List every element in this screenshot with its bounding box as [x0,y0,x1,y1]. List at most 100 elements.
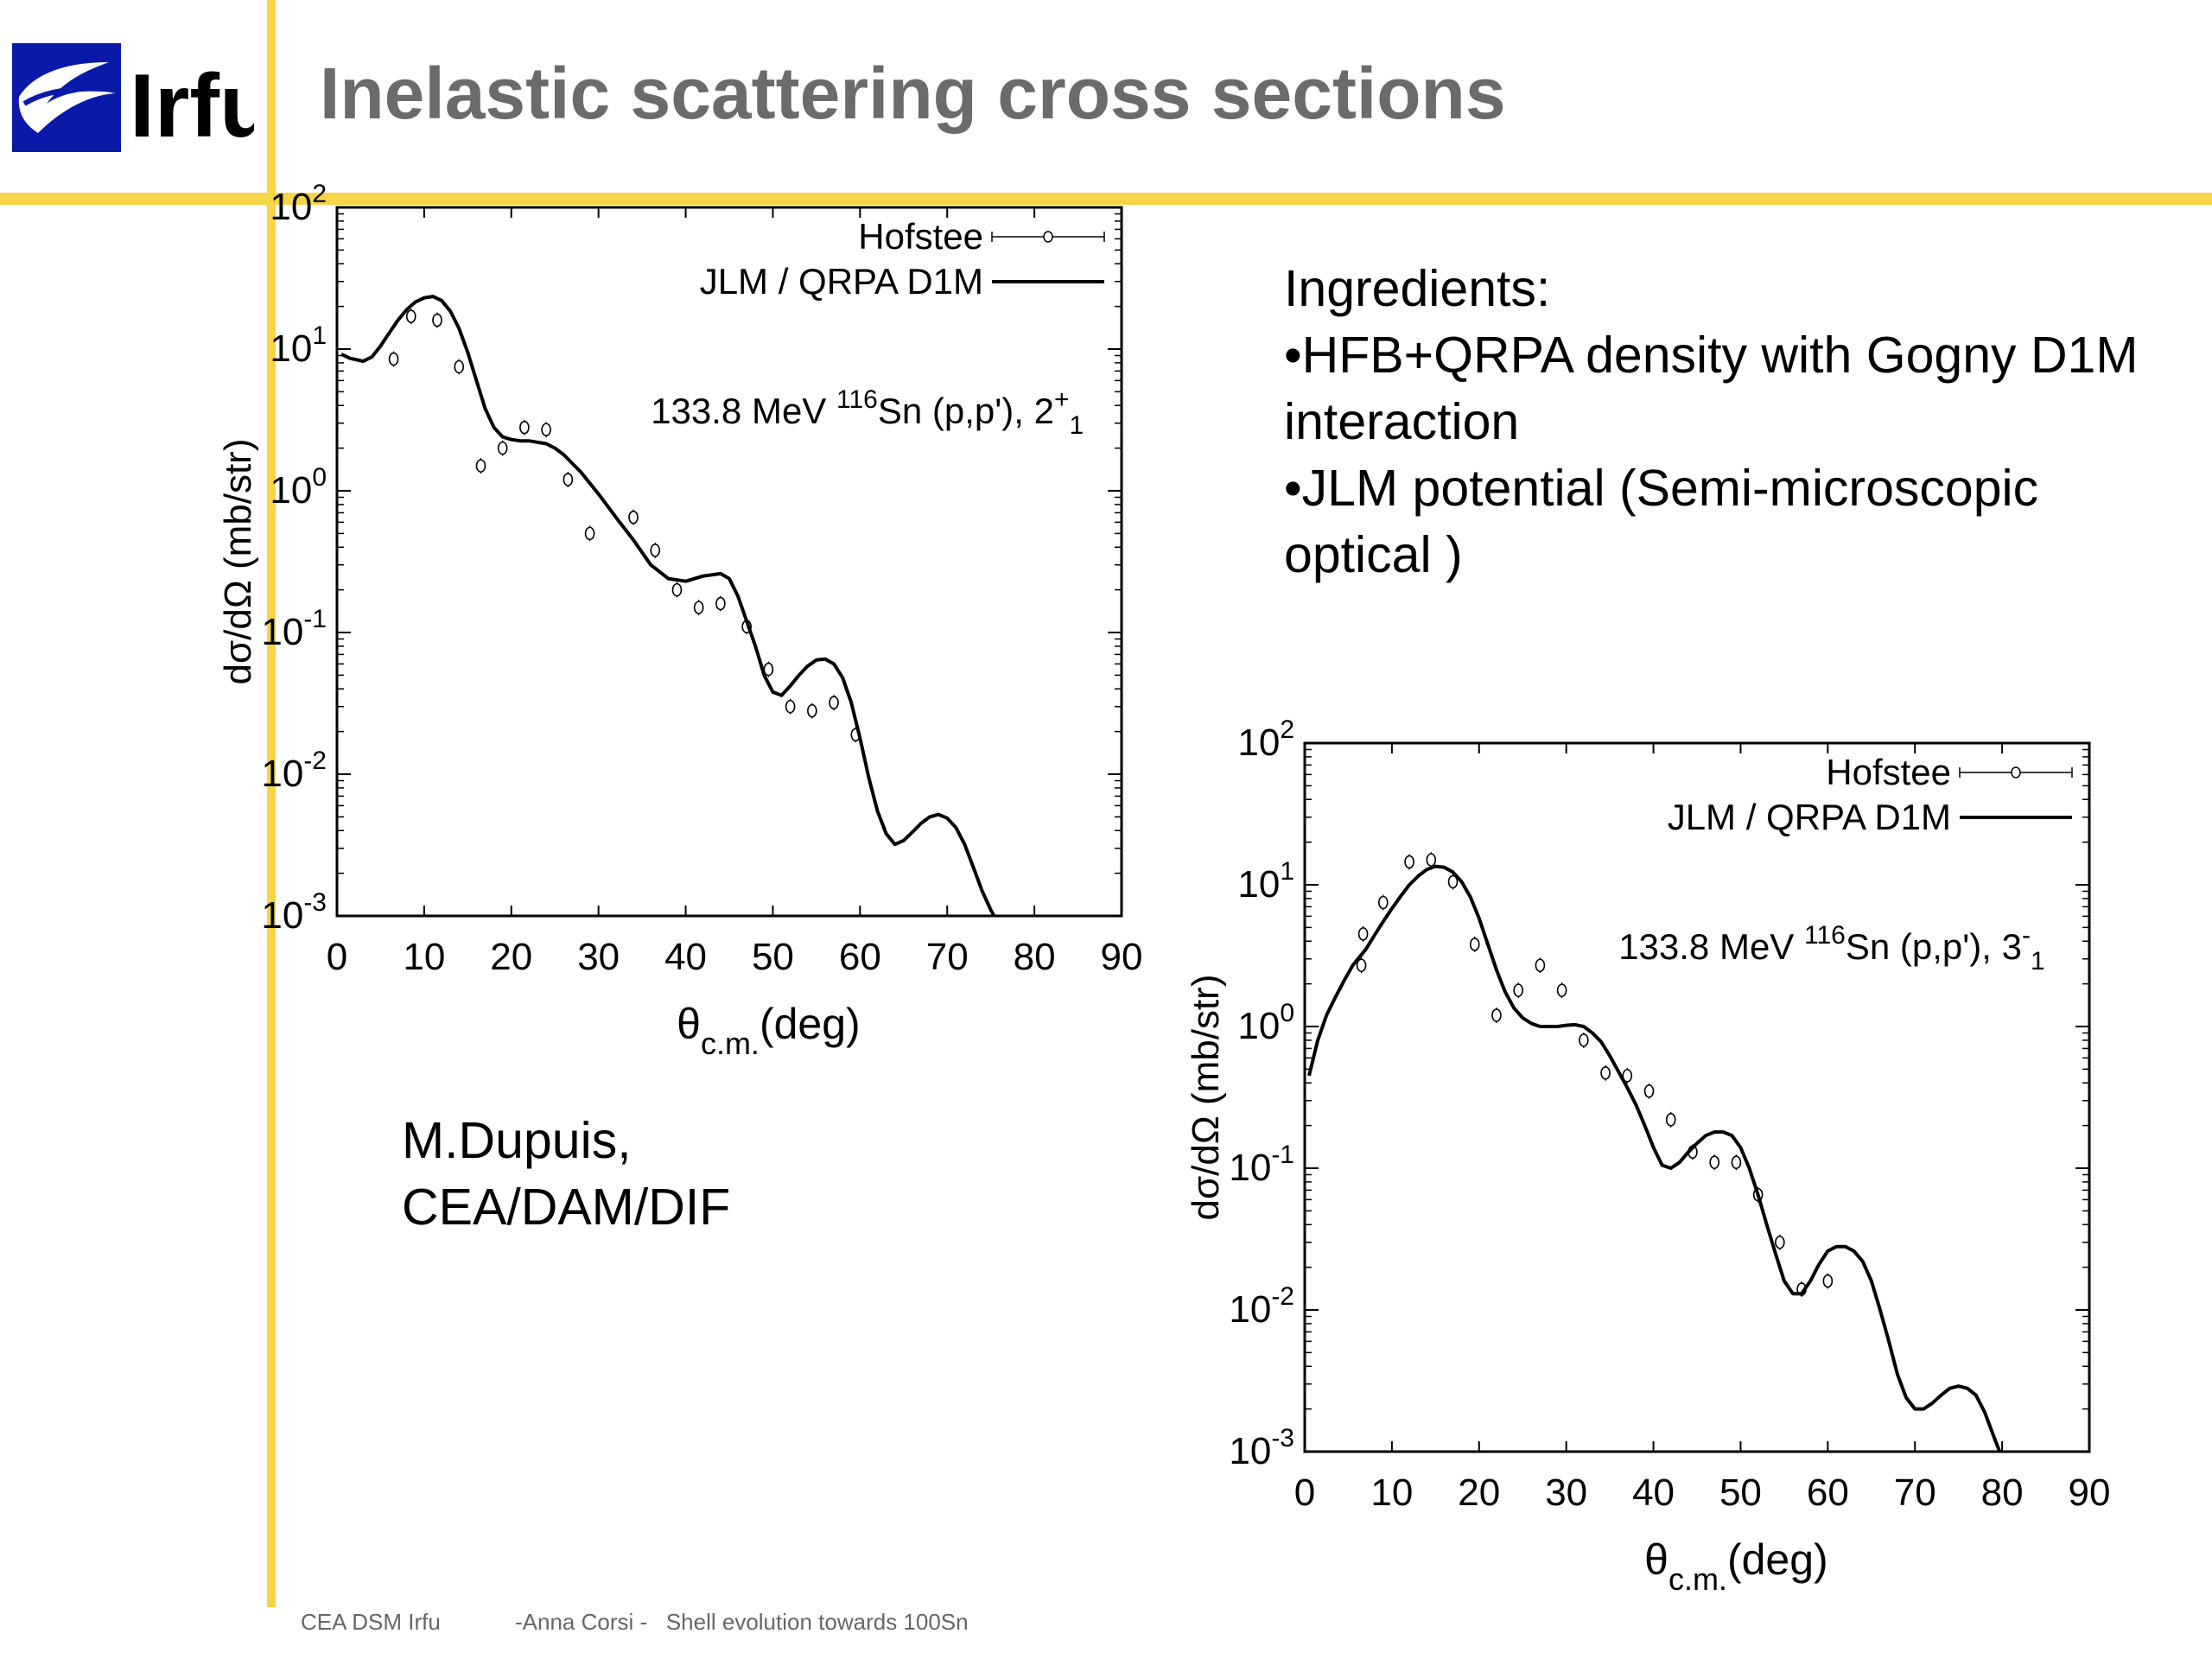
x-tick-label: 20 [490,936,532,978]
x-axis-label: θc.m.(deg) [1644,1535,1828,1597]
data-point-hofstee [650,543,661,557]
cross-section-chart-2plus: 0 10 20 30 40 50 60 70 80 90 10-3 10-2 10-1 100 101 102… [217,180,1142,1061]
data-point-hofstee [1643,1084,1655,1098]
data-point-hofstee [1709,1155,1719,1170]
data-point-hofstee [1622,1069,1633,1083]
data-point-hofstee [1447,874,1459,889]
x-tick-label: 0 [327,936,347,978]
data-point-hofstee [541,423,551,437]
x-tick-label: 10 [1370,1471,1413,1514]
chart-annotation: 133.8 MeV 116Sn (p,p'), 2+1 [651,385,1084,440]
y-tick-label: 10-2 [1229,1282,1294,1331]
y-tick-label: 10-1 [261,605,327,653]
x-tick-label: 40 [664,936,707,978]
x-tick-label: 90 [2069,1471,2111,1514]
cross-section-chart-3minus: 0 10 20 30 40 50 60 70 80 90 10-3 10-2 10-1 100 101 102… [1185,715,2111,1597]
footer-presenter: -Anna Corsi - Shell evolution towards 10… [515,1609,969,1635]
plot-area [1307,852,2002,1452]
y-tick-label: 101 [1237,857,1294,906]
y-axis-label: dσ/dΩ (mb/str) [1185,975,1227,1221]
x-tick-label: 60 [1807,1471,1849,1514]
data-point-hofstee [432,313,442,327]
data-point-hofstee [829,696,839,709]
slide-title: Inelastic scattering cross sections [320,53,1506,134]
y-tick-label: 100 [1237,999,1294,1047]
x-tick-label: 50 [752,936,794,978]
author-name: M.Dupuis, [402,1112,632,1169]
x-tick-label: 40 [1632,1471,1675,1514]
footer-organization: CEA DSM Irfu [301,1609,441,1635]
data-point-hofstee [1357,927,1369,941]
irfu-logo: Irfu [12,43,254,152]
y-tick-label: 100 [270,463,327,512]
legend-marker-point [2011,766,2021,779]
data-point-hofstee [405,309,416,324]
legend-label-jlm: JLM / QRPA D1M [1668,797,1951,837]
data-point-hofstee [1579,1033,1589,1047]
ingredients-heading: Ingredients: [1284,260,1551,317]
y-tick-label: 102 [1237,715,1294,764]
y-tick-label: 10-3 [1229,1424,1294,1472]
accent-horizontal-bar [0,193,2212,205]
legend-label-hofstee: Hofstee [1826,752,1951,792]
x-tick-label: 30 [1545,1471,1587,1514]
x-tick-label: 60 [839,936,881,978]
data-point-hofstee [475,459,486,473]
plot-area [340,295,996,916]
data-point-hofstee [454,359,465,374]
y-tick-label: 102 [270,180,327,228]
x-tick-label: 80 [1014,936,1056,978]
data-point-hofstee [563,473,574,486]
data-point-hofstee [519,420,530,435]
author-affiliation: CEA/DAM/DIF [402,1179,731,1236]
data-point-hofstee [1378,895,1389,910]
data-point-hofstee [1665,1113,1676,1127]
ingredient-item-density: •HFB+QRPA density with Gogny D1M interac… [1284,327,2139,450]
data-point-hofstee [1356,958,1367,973]
data-point-hofstee [1535,958,1546,973]
author-credit: M.Dupuis, CEA/DAM/DIF [402,1108,730,1241]
data-point-hofstee [628,510,639,524]
data-point-hofstee [1513,983,1523,997]
ingredients-list: Ingredients: •HFB+QRPA density with Gogn… [1284,256,2183,588]
x-tick-label: 20 [1458,1471,1500,1514]
plot-frame [335,206,1123,918]
ingredient-item-potential: •JLM potential (Semi-microscopic optical… [1284,460,2039,583]
y-tick-label: 101 [270,321,327,370]
y-tick-label: 10-1 [1229,1141,1294,1189]
y-tick-label: 10-2 [261,747,327,795]
data-point-hofstee [1731,1155,1742,1170]
data-point-hofstee [693,601,704,614]
logo-text: Irfu [130,56,254,152]
data-point-hofstee [715,596,726,611]
data-point-hofstee [807,703,817,718]
data-point-hofstee [1775,1235,1785,1249]
x-tick-label: 50 [1719,1471,1762,1514]
y-tick-label: 10-3 [261,888,327,937]
accent-vertical-bar [267,0,276,1607]
x-tick-label: 80 [1981,1471,2024,1514]
data-point-hofstee [388,352,399,366]
series-line-jlm-qrpa [1307,864,2002,1452]
data-point-hofstee [1469,938,1480,951]
data-point-hofstee [1600,1065,1611,1080]
plot-frame [1303,741,2091,1453]
data-point-hofstee [785,699,796,714]
x-tick-label: 0 [1294,1471,1315,1514]
legend-marker-point [1043,231,1053,243]
x-tick-label: 30 [577,936,620,978]
data-point-hofstee [1556,983,1567,997]
legend-label-jlm: JLM / QRPA D1M [700,261,983,302]
x-tick-label: 70 [1894,1471,1936,1514]
data-point-hofstee [584,526,595,541]
series-line-jlm-qrpa [340,295,996,916]
x-axis-label: θc.m.(deg) [677,1000,861,1061]
data-point-hofstee [497,441,508,455]
data-point-hofstee [671,582,683,597]
data-point-hofstee [1491,1008,1502,1022]
data-point-hofstee [1426,853,1437,867]
legend-label-hofstee: Hofstee [858,216,983,257]
data-point-hofstee [1822,1274,1834,1288]
x-tick-label: 70 [926,936,969,978]
chart-annotation: 133.8 MeV 116Sn (p,p'), 3-1 [1618,921,2044,976]
